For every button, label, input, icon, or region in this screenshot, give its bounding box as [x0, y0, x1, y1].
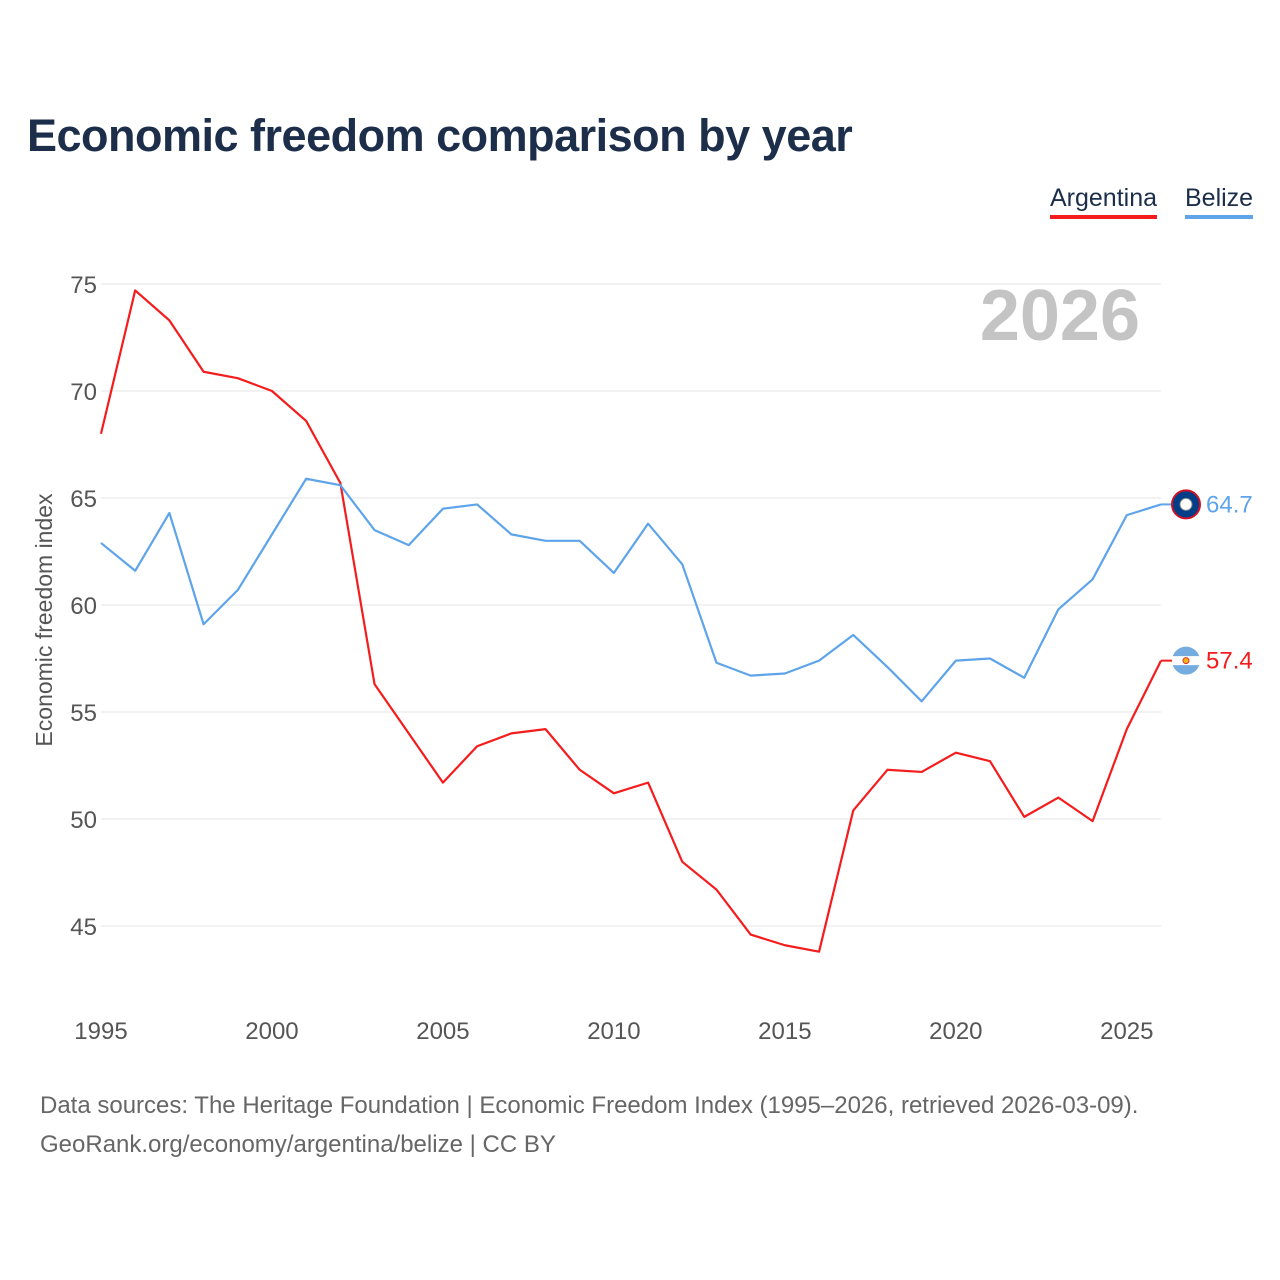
x-tick-label: 2005 — [416, 1018, 469, 1045]
legend-argentina[interactable]: Argentina — [1050, 184, 1158, 219]
line-chart: 45 50 55 60 65 70 75 1995 2000 2005 2010 2015 2020 20… — [31, 272, 1253, 1045]
y-axis-label: Economic freedom index — [31, 493, 57, 747]
y-tick-label: 45 — [70, 914, 97, 941]
attribution-link[interactable]: GeoRank.org/economy/argentina/belize | C… — [40, 1131, 556, 1158]
sun-icon — [1182, 657, 1190, 665]
year-watermark: 2026 — [980, 276, 1140, 356]
end-value-label: 57.4 — [1206, 648, 1253, 675]
legend-belize[interactable]: Belize — [1185, 184, 1254, 219]
y-tick-label: 70 — [70, 379, 97, 406]
chart-title: Economic freedom comparison by year — [27, 110, 853, 161]
series-line-belize — [100, 477, 1162, 703]
series-line-argentina — [99, 289, 1162, 953]
x-tick-label: 2015 — [758, 1018, 811, 1045]
footer: Data sources: The Heritage Foundation | … — [40, 1086, 1138, 1164]
y-tick-label: 75 — [70, 272, 97, 299]
x-tick-label: 2020 — [929, 1018, 982, 1045]
emblem-icon — [1179, 497, 1193, 511]
y-tick-label: 65 — [70, 486, 97, 513]
x-tick-label: 2025 — [1100, 1018, 1153, 1045]
x-tick-label: 2010 — [587, 1018, 640, 1045]
y-tick-label: 55 — [70, 700, 97, 727]
end-value-label: 64.7 — [1206, 491, 1253, 518]
x-tick-label: 2000 — [245, 1018, 298, 1045]
source-text: Data sources: The Heritage Foundation | … — [40, 1092, 1139, 1119]
y-tick-label: 60 — [70, 593, 97, 620]
x-tick-label: 1995 — [74, 1018, 127, 1045]
y-tick-label: 50 — [70, 807, 97, 834]
